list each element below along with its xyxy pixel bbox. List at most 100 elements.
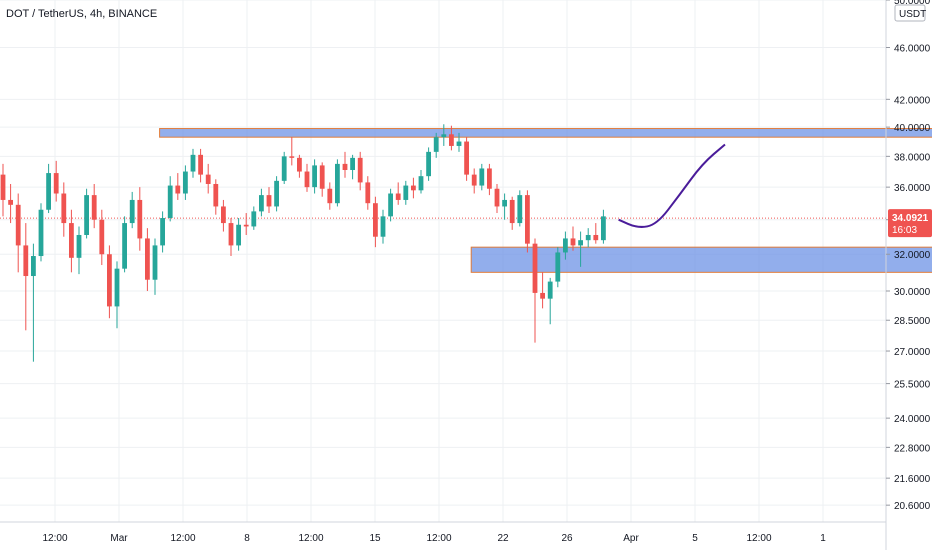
price-tick-label: 46.0000 — [894, 44, 931, 55]
candle-body — [259, 195, 264, 212]
candle-body — [388, 193, 393, 217]
price-tick-label: 36.0000 — [894, 183, 931, 194]
candle-body — [175, 185, 181, 194]
candle-body — [145, 238, 150, 280]
candle-body — [84, 195, 89, 235]
time-tick-label: 12:00 — [42, 533, 67, 544]
candle-body — [53, 173, 59, 194]
time-tick-label: 8 — [244, 533, 250, 544]
candle-body — [578, 240, 583, 246]
candle-body — [365, 182, 371, 204]
candle-body — [312, 165, 317, 188]
candle-body — [99, 219, 105, 255]
candle-body — [342, 163, 348, 170]
symbol-title: DOT / TetherUS, 4h, BINANCE — [6, 8, 158, 20]
candle-body — [509, 199, 515, 224]
candle-countdown-label: 16:03 — [892, 225, 917, 236]
candle-body — [601, 216, 606, 241]
time-tick-label: 5 — [692, 533, 698, 544]
candle-body — [319, 165, 325, 189]
currency-badge[interactable]: USDT — [894, 4, 926, 22]
price-tick-label: 21.6000 — [894, 474, 931, 485]
candles — [0, 124, 606, 362]
candle-body — [517, 195, 523, 224]
candle-body — [31, 256, 36, 277]
time-tick-label: Mar — [110, 533, 128, 544]
candle-body — [479, 168, 485, 186]
price-tick-label: 40.0000 — [894, 123, 931, 134]
zones[interactable] — [159, 128, 932, 273]
candle-body — [585, 234, 591, 241]
candle-body — [494, 188, 500, 207]
candle-body — [464, 141, 469, 175]
candle-body — [289, 156, 295, 158]
candle-body — [243, 224, 249, 227]
candle-body — [251, 211, 257, 227]
candle-body — [570, 238, 576, 246]
candle-body — [183, 171, 188, 194]
support-resistance-zone — [159, 128, 932, 138]
support-resistance-zone — [470, 246, 932, 273]
time-tick-label: 15 — [369, 533, 381, 544]
price-tick-label: 20.6000 — [894, 501, 931, 512]
candle-body — [205, 174, 211, 184]
candle-body — [228, 223, 234, 246]
candle-body — [61, 193, 67, 224]
candle-body — [221, 206, 226, 224]
candle-body — [69, 223, 74, 258]
projection-curve[interactable] — [618, 143, 726, 228]
candle-body — [190, 154, 196, 172]
candle-body — [418, 176, 424, 191]
candle-body — [91, 195, 97, 220]
candle-body — [327, 188, 333, 204]
candle-body — [487, 168, 492, 189]
price-tick-label: 30.0000 — [894, 287, 931, 298]
candle-body — [426, 151, 431, 177]
candle-body — [152, 245, 158, 280]
price-tick-label: 25.5000 — [894, 380, 931, 391]
price-tick-label: 28.5000 — [894, 316, 931, 327]
time-tick-label: Apr — [623, 533, 639, 544]
candle-body — [532, 243, 538, 293]
time-tick-label: 12:00 — [298, 533, 323, 544]
time-tick-label: 26 — [561, 533, 573, 544]
candle-body — [122, 223, 127, 269]
price-tick-label: 32.0000 — [894, 250, 931, 261]
candle-body — [38, 209, 44, 257]
candle-body — [129, 199, 135, 224]
price-tick-label: 27.0000 — [894, 347, 931, 358]
time-tick-label: 22 — [497, 533, 509, 544]
candle-body — [441, 134, 447, 138]
price-tick-label: 38.0000 — [894, 152, 931, 163]
candle-body — [281, 156, 287, 181]
price-tick-label: 42.0000 — [894, 95, 931, 106]
candle-body — [563, 238, 568, 253]
candle-body — [236, 224, 241, 246]
time-axis[interactable]: 12:00 Mar 12:00 8 12:00 15 12:00 22 26 Apr 5 12:00 1 — [0, 521, 886, 544]
candle-body — [350, 157, 355, 170]
time-tick-label: 12:00 — [426, 533, 451, 544]
candle-body — [555, 252, 561, 282]
candle-body — [525, 195, 530, 244]
candle-body — [502, 199, 507, 207]
candle-body — [433, 137, 439, 152]
currency-label: USDT — [899, 9, 926, 20]
price-tick-label: 50.0000 — [894, 0, 931, 7]
time-tick-label: 12:00 — [746, 533, 771, 544]
candle-body — [46, 173, 51, 210]
candle-body — [213, 183, 219, 207]
candle-body — [297, 157, 302, 172]
candle-body — [456, 141, 462, 146]
candle-body — [547, 281, 553, 299]
candle-body — [160, 218, 165, 246]
candle-body — [449, 134, 454, 146]
candle-body — [15, 204, 21, 246]
candle-body — [167, 185, 173, 219]
price-axis[interactable]: 50.0000 46.0000 42.0000 40.0000 38.0000 36.00… — [885, 0, 931, 550]
candle-body — [593, 234, 599, 241]
current-price-label: 34.0921 — [892, 213, 929, 224]
candle-body — [107, 254, 112, 307]
candle-body — [411, 185, 416, 191]
